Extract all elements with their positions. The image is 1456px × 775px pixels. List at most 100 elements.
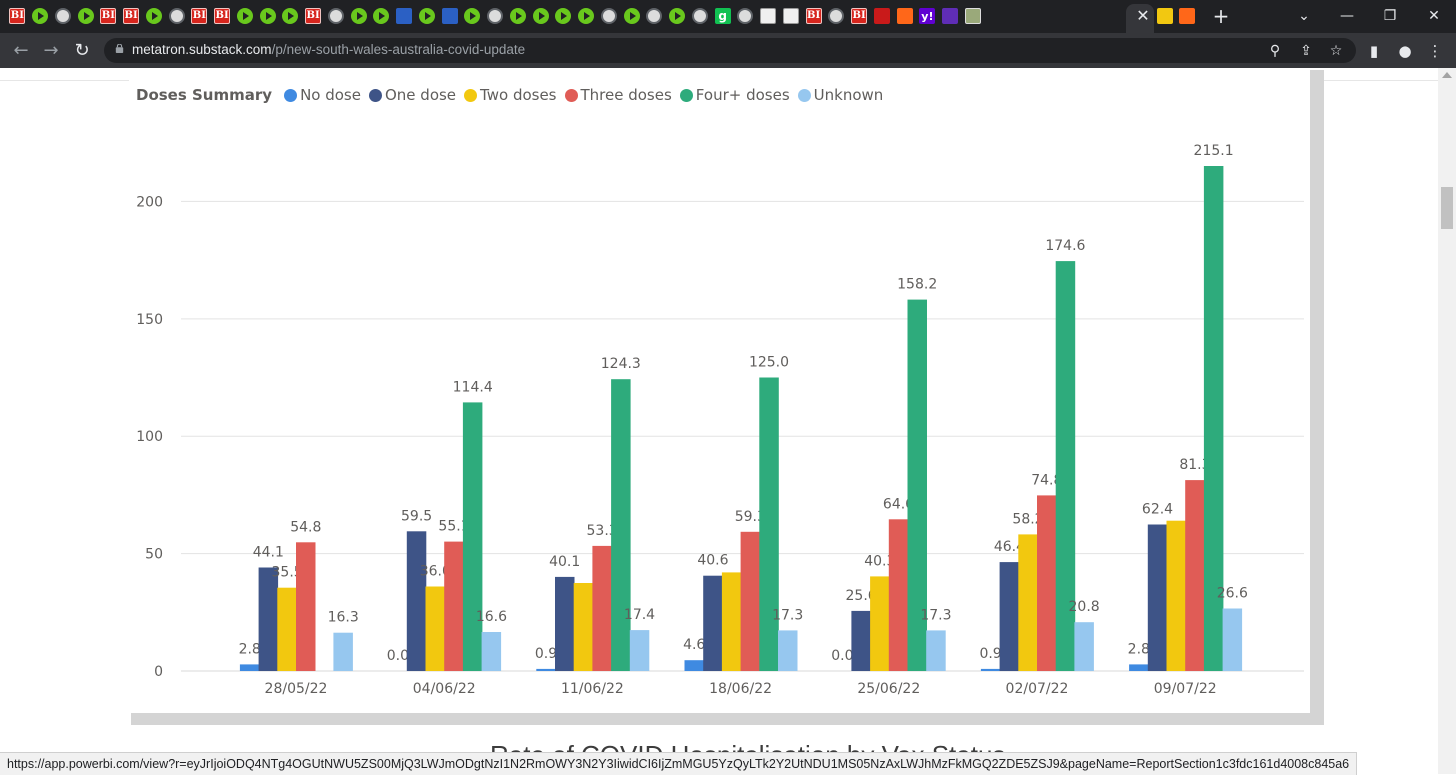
bar-three-doses[interactable] xyxy=(296,542,316,671)
back-button[interactable]: ← xyxy=(13,40,29,61)
pinned-tab[interactable]: BI xyxy=(6,6,29,26)
bar-three-doses[interactable] xyxy=(740,531,761,671)
scroll-up-arrow-icon[interactable] xyxy=(1442,72,1452,78)
bar-three-doses[interactable] xyxy=(1185,480,1205,671)
bar-no-dose[interactable] xyxy=(239,664,260,671)
bar-unknown[interactable] xyxy=(629,630,650,671)
bar-three-doses[interactable] xyxy=(592,545,612,671)
window-close-button[interactable]: ✕ xyxy=(1428,8,1440,24)
legend-item[interactable]: One dose xyxy=(368,86,456,104)
browser-menu-icon[interactable]: ⋮ xyxy=(1427,42,1443,60)
bar-one-dose[interactable] xyxy=(999,562,1020,671)
minimize-button[interactable]: — xyxy=(1340,8,1354,24)
pinned-tab[interactable] xyxy=(643,6,666,26)
bar-one-dose[interactable] xyxy=(406,531,427,671)
pinned-tab[interactable]: BI xyxy=(120,6,143,26)
bar-four-doses[interactable] xyxy=(759,377,779,672)
pinned-tab[interactable]: BI xyxy=(848,6,871,26)
profile-icon[interactable]: ● xyxy=(1398,42,1412,60)
pinned-tab[interactable] xyxy=(370,6,393,26)
pinned-tab[interactable] xyxy=(507,6,530,26)
powerbi-favicon-icon[interactable] xyxy=(1157,8,1173,24)
pinned-tab[interactable] xyxy=(74,6,97,26)
address-bar[interactable] xyxy=(104,38,1356,63)
bar-two-doses[interactable] xyxy=(1018,534,1038,671)
pinned-tab[interactable] xyxy=(598,6,621,26)
zoom-icon[interactable]: ⚲ xyxy=(1269,43,1281,59)
bar-two-doses[interactable] xyxy=(425,586,446,672)
bar-three-doses[interactable] xyxy=(888,519,909,671)
bar-unknown[interactable] xyxy=(1222,608,1243,672)
share-icon[interactable]: ⇪ xyxy=(1300,43,1312,59)
pinned-tab[interactable] xyxy=(347,6,370,26)
bar-unknown[interactable] xyxy=(926,630,946,671)
bookmark-star-icon[interactable]: ☆ xyxy=(1329,43,1343,59)
new-tab-button[interactable]: + xyxy=(1212,4,1230,28)
bar-no-dose[interactable] xyxy=(980,668,1001,671)
active-tab[interactable] xyxy=(1126,4,1154,33)
bar-one-dose[interactable] xyxy=(555,576,575,671)
pinned-tab[interactable] xyxy=(825,6,848,26)
bar-two-doses[interactable] xyxy=(277,587,297,671)
pinned-tab[interactable] xyxy=(29,6,52,26)
forward-button[interactable]: → xyxy=(43,40,59,61)
pinned-tab[interactable] xyxy=(757,6,780,26)
pinned-tab[interactable]: BI xyxy=(302,6,325,26)
url-text[interactable]: metatron.substack.com/p/new-south-wales-… xyxy=(132,42,525,58)
pinned-tab[interactable] xyxy=(780,6,803,26)
bar-unknown[interactable] xyxy=(1074,622,1094,671)
reload-button[interactable]: ↻ xyxy=(74,40,90,61)
legend-item[interactable]: Three doses xyxy=(564,86,672,104)
pinned-tab[interactable]: g xyxy=(711,6,734,26)
bar-three-doses[interactable] xyxy=(444,541,464,671)
pinned-tab[interactable] xyxy=(552,6,575,26)
pinned-tab[interactable]: BI xyxy=(802,6,825,26)
pinned-tab[interactable] xyxy=(871,6,894,26)
pinned-tab[interactable] xyxy=(256,6,279,26)
pinned-tab[interactable] xyxy=(939,6,962,26)
bar-two-doses[interactable] xyxy=(870,576,890,671)
pinned-tab[interactable] xyxy=(438,6,461,26)
page-scrollbar[interactable] xyxy=(1438,68,1456,774)
pinned-tab[interactable] xyxy=(484,6,507,26)
pinned-tab[interactable] xyxy=(234,6,257,26)
pinned-tab[interactable] xyxy=(529,6,552,26)
side-panel-icon[interactable]: ▮ xyxy=(1369,42,1379,60)
pinned-tab[interactable] xyxy=(416,6,439,26)
pinned-tab[interactable] xyxy=(143,6,166,26)
substack-favicon-icon[interactable] xyxy=(1179,8,1195,24)
pinned-tab[interactable]: y! xyxy=(916,6,939,26)
bar-one-dose[interactable] xyxy=(703,575,723,671)
pinned-tab[interactable]: BI xyxy=(188,6,211,26)
legend-item[interactable]: Two doses xyxy=(464,86,557,104)
bar-no-dose[interactable] xyxy=(1129,664,1149,671)
pinned-tab[interactable]: BI xyxy=(211,6,234,26)
bar-four-doses[interactable] xyxy=(907,299,928,671)
scrollbar-thumb[interactable] xyxy=(1441,187,1453,229)
bar-four-doses[interactable] xyxy=(1055,261,1076,671)
bar-two-doses[interactable] xyxy=(573,583,594,671)
bar-three-doses[interactable] xyxy=(1037,495,1057,671)
legend-item[interactable]: Four+ doses xyxy=(679,86,790,104)
bar-one-dose[interactable] xyxy=(851,610,871,671)
pinned-tab[interactable] xyxy=(52,6,75,26)
pinned-tab[interactable] xyxy=(893,6,916,26)
pinned-tab[interactable] xyxy=(325,6,348,26)
lock-icon[interactable] xyxy=(115,44,124,53)
bar-unknown[interactable] xyxy=(333,632,353,671)
pinned-tab[interactable] xyxy=(689,6,712,26)
pinned-tab[interactable]: BI xyxy=(97,6,120,26)
bar-no-dose[interactable] xyxy=(684,660,705,671)
pinned-tab[interactable] xyxy=(461,6,484,26)
doses-summary-chart[interactable]: 0 50 100 150 200 2.8 44.1 35.5 54.8 16.3 28/05/22 0… xyxy=(129,110,1310,710)
bar-unknown[interactable] xyxy=(778,630,798,671)
bar-four-doses[interactable] xyxy=(1203,166,1224,671)
close-tab-button[interactable]: ✕ xyxy=(1136,6,1150,25)
bar-one-dose[interactable] xyxy=(258,567,279,672)
pinned-tab[interactable] xyxy=(962,6,985,26)
pinned-tab[interactable] xyxy=(666,6,689,26)
legend-item[interactable]: No dose xyxy=(284,86,361,104)
pinned-tab[interactable] xyxy=(279,6,302,26)
pinned-tab[interactable] xyxy=(734,6,757,26)
legend-item[interactable]: Unknown xyxy=(797,86,883,104)
